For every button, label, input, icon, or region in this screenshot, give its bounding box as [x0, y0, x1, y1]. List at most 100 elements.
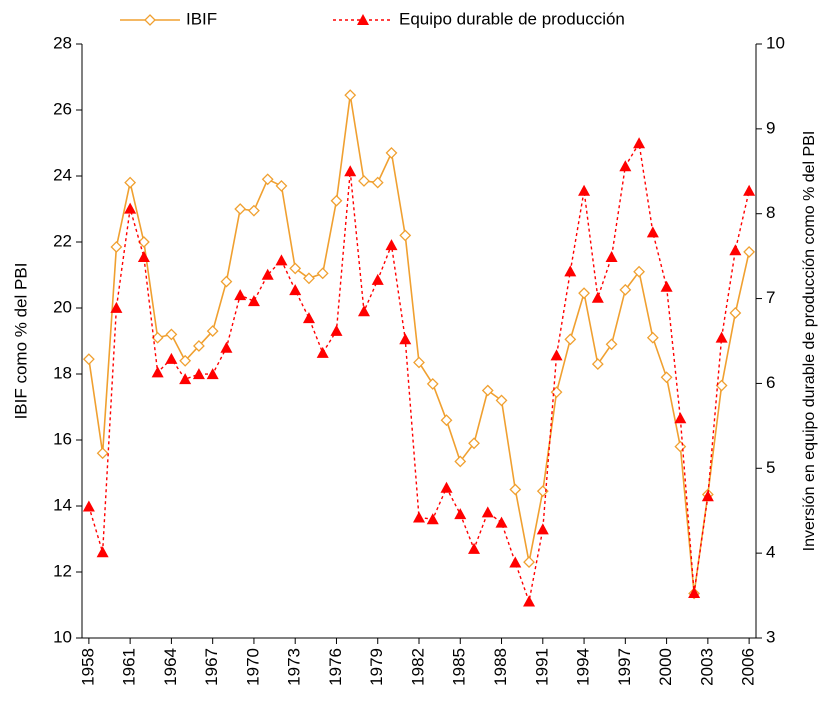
marker — [646, 226, 659, 238]
marker — [564, 333, 577, 346]
legend-marker — [357, 14, 369, 25]
marker — [509, 483, 522, 496]
marker — [316, 267, 329, 280]
y2-tick-label: 3 — [766, 627, 775, 646]
marker — [481, 384, 494, 397]
marker — [261, 268, 274, 280]
y-tick-label: 12 — [53, 561, 72, 580]
marker — [743, 184, 756, 196]
marker — [358, 175, 370, 187]
marker — [289, 262, 302, 275]
x-tick-label: 1979 — [367, 648, 386, 686]
marker — [495, 394, 508, 407]
marker — [509, 556, 522, 568]
x-tick-label: 1976 — [326, 648, 345, 686]
marker — [495, 516, 508, 528]
y-tick-label: 28 — [53, 33, 72, 52]
x-tick-label: 1982 — [408, 648, 427, 686]
marker — [165, 328, 178, 341]
y-axis-title: IBIF como % del PBI — [11, 263, 30, 420]
y2-tick-label: 10 — [766, 33, 785, 52]
marker — [743, 245, 756, 258]
marker — [206, 368, 219, 380]
marker — [674, 440, 687, 453]
y-tick-label: 22 — [53, 231, 72, 250]
marker — [633, 137, 646, 149]
marker — [179, 354, 192, 367]
marker — [481, 506, 494, 518]
marker — [344, 165, 357, 177]
marker — [715, 331, 728, 343]
x-tick-label: 2000 — [656, 648, 675, 686]
x-tick-label: 1988 — [491, 648, 510, 686]
marker — [151, 331, 164, 344]
marker — [413, 511, 425, 523]
marker — [674, 412, 687, 424]
y2-tick-label: 5 — [766, 458, 775, 477]
marker — [96, 546, 109, 558]
x-tick-label: 1985 — [450, 648, 469, 686]
marker — [220, 341, 233, 353]
x-tick-label: 1961 — [120, 648, 139, 686]
x-tick-label: 1991 — [532, 648, 551, 686]
y-tick-label: 14 — [53, 495, 72, 514]
marker — [578, 287, 590, 300]
y2-tick-label: 6 — [766, 373, 775, 392]
marker — [385, 239, 398, 251]
marker — [137, 250, 150, 262]
marker — [357, 305, 370, 317]
x-tick-label: 2003 — [697, 648, 716, 686]
y-tick-label: 10 — [53, 627, 72, 646]
marker — [289, 284, 302, 296]
marker — [234, 203, 247, 215]
marker — [385, 146, 398, 159]
marker — [591, 291, 604, 303]
marker — [468, 437, 480, 450]
marker — [248, 204, 260, 217]
marker — [399, 229, 412, 242]
marker — [536, 523, 549, 535]
marker — [701, 490, 714, 502]
marker — [110, 241, 123, 253]
y-tick-label: 18 — [53, 363, 72, 382]
y-tick-label: 24 — [53, 165, 72, 184]
marker — [715, 379, 728, 392]
marker — [633, 265, 646, 278]
marker — [275, 179, 288, 192]
legend-label: Equipo durable de producción — [399, 9, 625, 28]
marker — [660, 280, 673, 292]
marker — [619, 283, 632, 296]
marker — [440, 481, 453, 493]
marker — [151, 366, 164, 378]
marker — [302, 312, 315, 324]
marker — [165, 352, 178, 364]
legend-label: IBIF — [186, 9, 217, 28]
y-tick-label: 20 — [53, 297, 72, 316]
marker — [261, 173, 274, 186]
y2-tick-label: 8 — [766, 203, 775, 222]
marker — [578, 184, 591, 196]
marker — [371, 273, 384, 285]
marker — [330, 194, 343, 207]
marker — [247, 295, 260, 307]
x-tick-label: 1964 — [161, 648, 180, 686]
marker — [124, 176, 137, 189]
marker — [619, 160, 632, 172]
marker — [454, 455, 467, 468]
marker — [426, 377, 439, 390]
marker — [426, 513, 439, 525]
marker — [399, 333, 412, 345]
x-tick-label: 1958 — [78, 648, 97, 686]
marker — [591, 358, 604, 371]
marker — [124, 202, 137, 214]
marker — [646, 331, 659, 344]
marker — [660, 371, 673, 384]
marker — [523, 556, 535, 569]
marker — [137, 236, 150, 248]
marker — [206, 325, 219, 338]
marker — [605, 338, 618, 351]
marker — [523, 595, 536, 607]
y2-tick-label: 4 — [766, 543, 775, 562]
marker — [605, 250, 618, 262]
